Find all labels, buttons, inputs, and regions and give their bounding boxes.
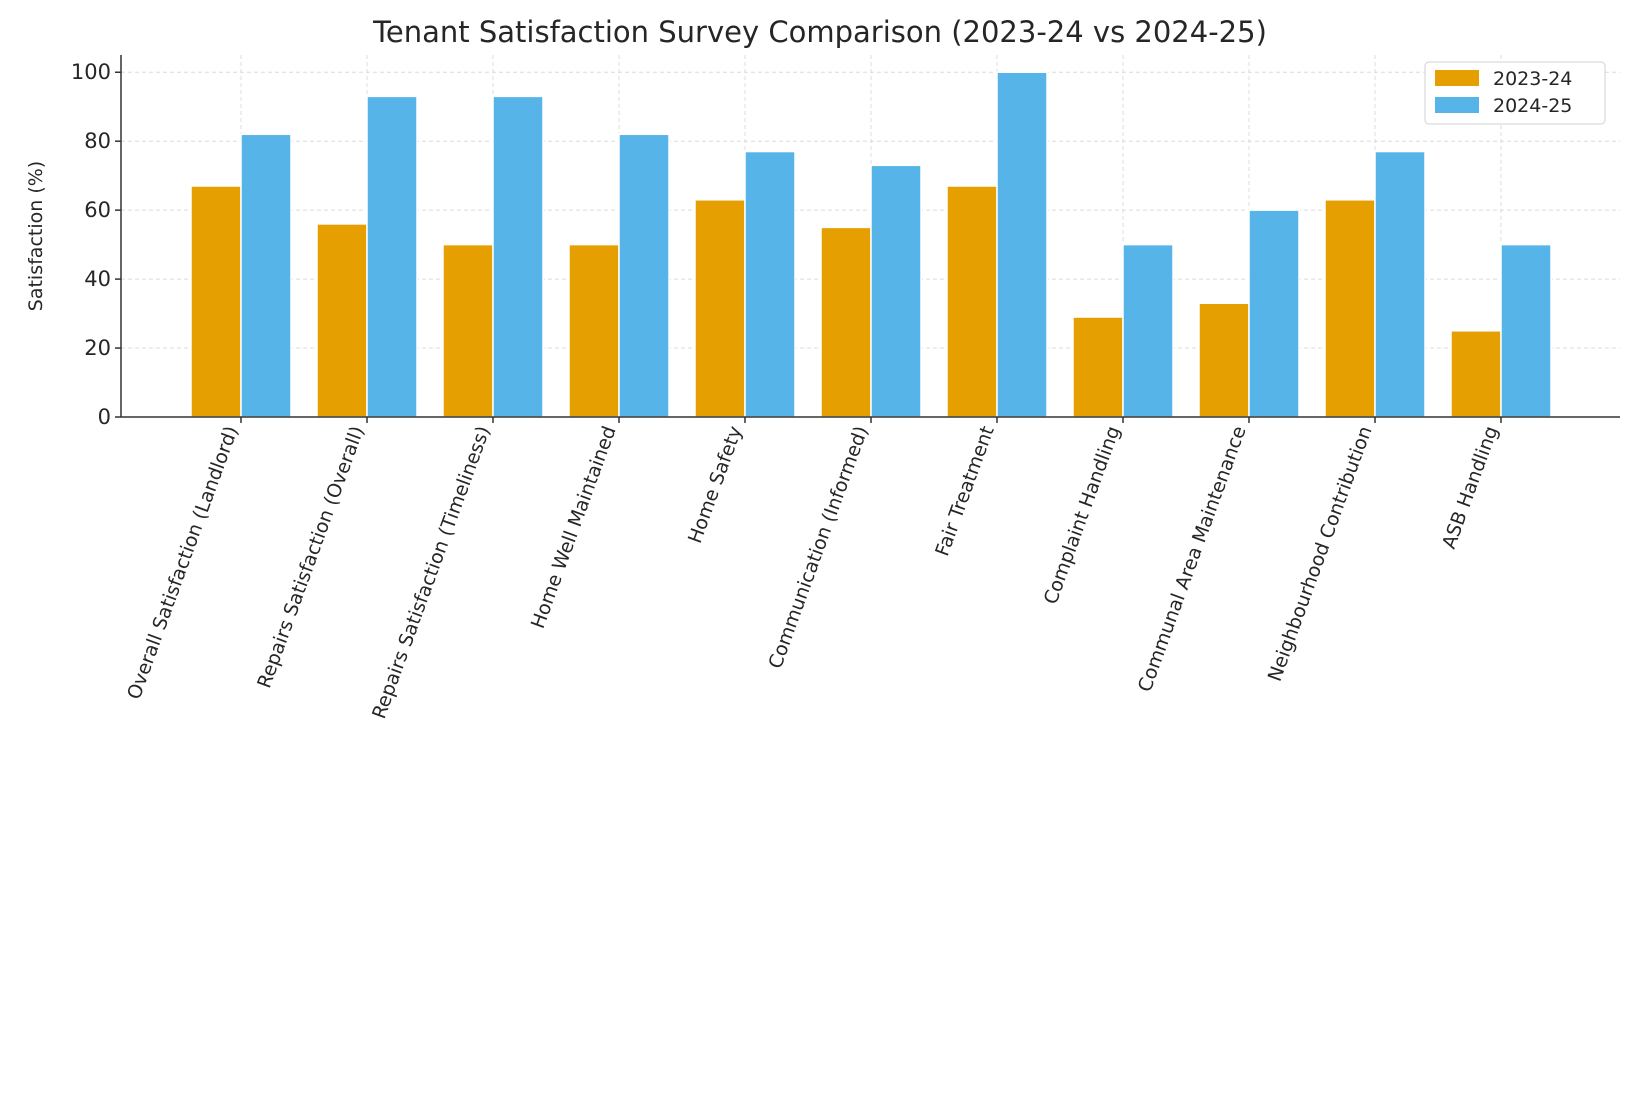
bar-2023-24-8: [1072, 316, 1124, 418]
x-tick-label: Neighbourhood Contribution: [1264, 423, 1377, 684]
bar-2024-25-10: [1374, 150, 1426, 418]
bar-2023-24-10: [1324, 199, 1376, 418]
bar-2024-25-9: [1248, 209, 1300, 418]
y-tick-label: 80: [84, 129, 111, 153]
x-tick-label: Complaint Handling: [1040, 423, 1125, 607]
x-tick-label: Repairs Satisfaction (Timeliness): [368, 423, 495, 722]
bar-2023-24-5: [694, 199, 746, 418]
legend-label: 2023-24: [1493, 68, 1572, 90]
bar-2023-24-6: [820, 226, 872, 418]
y-tick-label: 100: [71, 60, 111, 84]
x-tick-label: ASB Handling: [1438, 423, 1503, 552]
bar-2024-25-2: [366, 95, 418, 418]
legend: 2023-24 2024-25: [1424, 61, 1606, 125]
bar-2023-24-4: [568, 243, 620, 418]
y-tick-label: 40: [84, 267, 111, 291]
bar-2023-24-1: [190, 185, 242, 418]
bar-2024-25-6: [870, 164, 922, 418]
y-tick-label: 20: [84, 336, 111, 360]
bar-2024-25-5: [744, 150, 796, 418]
y-axis-label: Satisfaction (%): [25, 161, 47, 311]
bar-2023-24-9: [1198, 302, 1250, 418]
x-tick-label: Communication (Informed): [764, 423, 872, 671]
bar-2023-24-3: [442, 243, 494, 418]
y-tick-label: 60: [84, 198, 111, 222]
x-tick-label: Repairs Satisfaction (Overall): [253, 423, 368, 691]
x-axis-ticks: Overall Satisfaction (Landlord) Repairs S…: [123, 417, 1503, 722]
bar-2024-25-1: [240, 133, 292, 418]
bar-2023-24-11: [1450, 330, 1502, 418]
bar-2023-24-7: [946, 185, 998, 418]
x-tick-label: Communal Area Maintenance: [1134, 423, 1251, 695]
legend-swatch: [1435, 97, 1479, 113]
bar-2023-24-2: [316, 223, 368, 418]
chart-title: Tenant Satisfaction Survey Comparison (2…: [372, 15, 1267, 49]
bar-2024-25-4: [618, 133, 670, 418]
y-tick-label: 0: [98, 405, 111, 429]
x-tick-label: Home Well Maintained: [527, 423, 621, 631]
bar-2024-25-8: [1122, 243, 1174, 418]
x-tick-label: Overall Satisfaction (Landlord): [123, 423, 243, 702]
legend-swatch: [1435, 70, 1479, 86]
bar-2024-25-3: [492, 95, 544, 418]
x-tick-label: Home Safety: [684, 423, 747, 546]
bars: [190, 71, 1552, 418]
x-tick-label: Fair Treatment: [931, 423, 998, 559]
bar-2024-25-7: [996, 71, 1048, 418]
legend-label: 2024-25: [1493, 95, 1572, 117]
bar-2024-25-11: [1500, 243, 1552, 418]
y-axis-ticks: 0 20 40 60 80 100: [71, 60, 121, 429]
